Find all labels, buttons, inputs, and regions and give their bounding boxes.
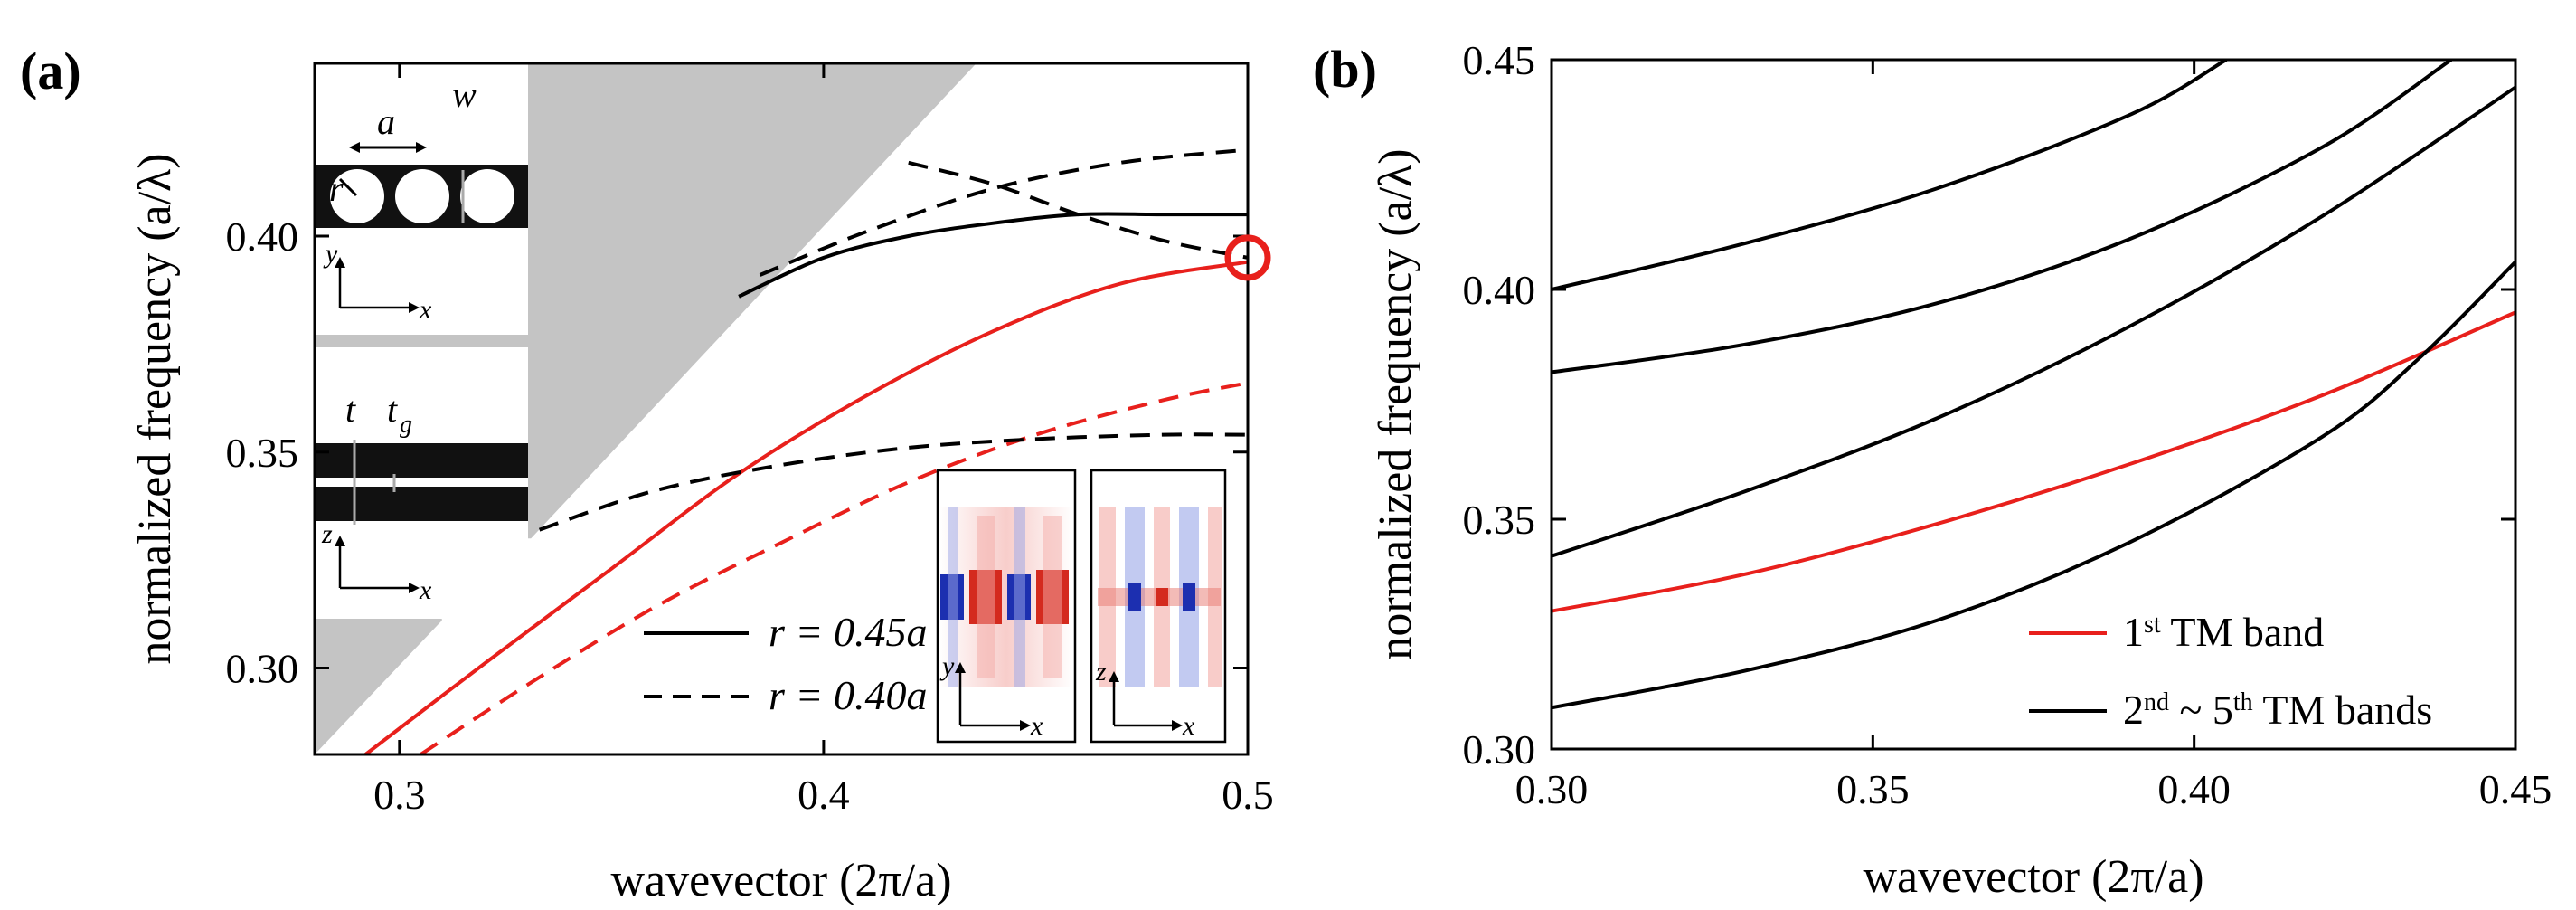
- panel-label-a: (a): [20, 42, 81, 100]
- legend-a: r = 0.45a r = 0.40a: [644, 609, 927, 718]
- inset-label-tg: t: [387, 389, 398, 430]
- field-label-y: y: [939, 651, 955, 681]
- panel-b-ticks: 0.30 0.35 0.40 0.45 0.30 0.35 0.40 0.45: [1463, 37, 2552, 812]
- legend-b-black-label: 2nd ~ 5th TM bands: [2123, 687, 2432, 733]
- inset-label-y: y: [323, 239, 338, 269]
- field-inset-xz: z x: [1090, 469, 1227, 744]
- field-label-x: x: [1030, 711, 1043, 741]
- y-tick-label: 0.45: [1463, 37, 1536, 83]
- inset-label-g: g: [400, 411, 412, 439]
- series-line-5: [1552, 60, 2228, 291]
- x-tick-label: 0.30: [1515, 766, 1589, 812]
- panel-a-ylabel: normalized frequency (a/λ): [129, 153, 181, 664]
- panel-a-ticks: 0.3 0.4 0.5 0.30 0.35 0.40: [226, 63, 1274, 818]
- series-line-2: [1552, 261, 2515, 710]
- x-tick-label: 0.45: [2479, 766, 2552, 812]
- inset-label-x2: x: [419, 575, 432, 605]
- inset-top-view: a w r y x: [315, 63, 528, 335]
- panel-a-frame: [313, 62, 1250, 756]
- field-label-z: z: [1095, 657, 1107, 687]
- x-tick-label: 0.35: [1836, 766, 1910, 812]
- inset-label-t: t: [345, 389, 356, 430]
- inset-label-r: r: [329, 168, 344, 209]
- y-tick-label: 0.30: [1463, 726, 1536, 773]
- panel-a-series: [364, 147, 1248, 754]
- panel-b-series: [1552, 60, 2515, 710]
- x-tick-label: 0.5: [1222, 772, 1274, 818]
- highlight-circle-marker: [1224, 234, 1271, 281]
- field-inset-xy: y x: [936, 469, 1077, 744]
- panel-b-ylabel: normalized frequency (a/λ): [1370, 148, 1421, 659]
- y-tick-label: 0.35: [226, 430, 299, 476]
- series-line-2: [420, 381, 1248, 754]
- legend-a-dashed-label: r = 0.40a: [769, 672, 927, 718]
- series-line-4: [759, 147, 1248, 277]
- panel-b-frame: [1550, 58, 2517, 751]
- inset-label-z: z: [321, 519, 333, 549]
- panel-a-xlabel: wavevector (2π/a): [610, 855, 951, 906]
- series-line-3: [1552, 85, 2515, 558]
- y-tick-label: 0.35: [1463, 497, 1536, 543]
- y-tick-label: 0.40: [226, 213, 299, 260]
- series-line-1: [1552, 310, 2515, 613]
- legend-a-solid-label: r = 0.45a: [769, 609, 927, 655]
- inset-label-w: w: [452, 74, 477, 115]
- inset-side-view: t t g z x: [315, 347, 528, 619]
- x-tick-label: 0.4: [797, 772, 850, 818]
- panel-label-b: (b): [1313, 40, 1377, 99]
- x-tick-label: 0.40: [2157, 766, 2231, 812]
- legend-b: 1st TM band 2nd ~ 5th TM bands: [2029, 609, 2432, 733]
- inset-label-x: x: [419, 295, 432, 325]
- series-line-1: [364, 260, 1248, 754]
- x-tick-label: 0.3: [373, 772, 426, 818]
- inset-label-a: a: [377, 101, 395, 142]
- series-line-4: [1552, 60, 2453, 374]
- legend-b-red-label: 1st TM band: [2123, 609, 2324, 655]
- y-tick-label: 0.40: [1463, 267, 1536, 313]
- panel-b-chart: 0.30 0.35 0.40 0.45 0.30 0.35 0.40 0.45 wavevec…: [1370, 37, 2552, 903]
- field-label-x3: x: [1182, 711, 1195, 741]
- series-line-3: [738, 212, 1248, 299]
- panel-b-xlabel: wavevector (2π/a): [1863, 851, 2203, 903]
- series-line-5: [908, 160, 1248, 260]
- panel-a-chart: a w r y x t t g z x: [129, 62, 1274, 906]
- y-tick-label: 0.30: [226, 646, 299, 692]
